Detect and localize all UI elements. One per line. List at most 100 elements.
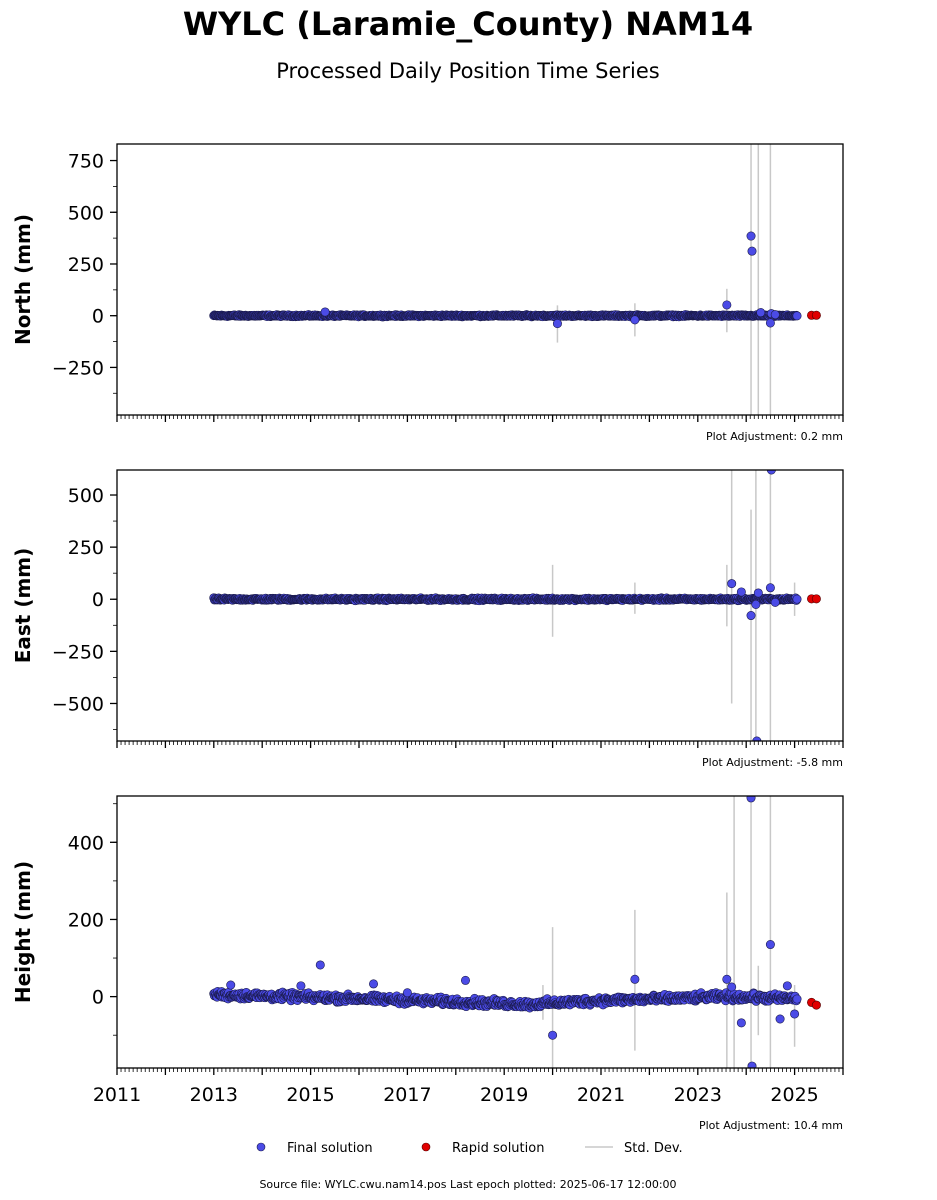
y-tick-label: 0	[92, 987, 104, 1009]
axes-frame	[116, 469, 844, 742]
final-point	[746, 231, 756, 241]
final-point	[747, 246, 757, 256]
final-point	[792, 994, 802, 1004]
x-axis	[116, 741, 844, 748]
rapid-point	[811, 1000, 821, 1010]
legend-final-label: Final solution	[287, 1141, 373, 1156]
final-point	[747, 1061, 757, 1068]
y-axis: −500 −250 0 250 500	[52, 485, 117, 730]
final-point	[460, 975, 470, 985]
x-tick-label: 2017	[383, 1084, 431, 1106]
final-point	[630, 974, 640, 984]
final-point	[753, 588, 763, 598]
final-solution-band	[209, 310, 802, 322]
final-series	[320, 231, 780, 329]
final-point	[765, 318, 775, 328]
rapid-point	[811, 594, 821, 604]
final-point	[770, 310, 780, 320]
y-tick-label: 0	[92, 589, 104, 611]
x-tick-label: 2013	[190, 1084, 238, 1106]
final-series	[226, 796, 800, 1068]
final-point	[296, 981, 306, 991]
final-point	[722, 300, 732, 310]
y-tick-label: 250	[68, 537, 104, 559]
legend: Final solution Rapid solution Std. Dev.	[256, 1141, 683, 1156]
x-tick-label: 2021	[577, 1084, 625, 1106]
plot-adjustment-label: Plot Adjustment: 10.4 mm	[699, 1119, 843, 1132]
source-footer: Source file: WYLC.cwu.nam14.pos Last epo…	[259, 1178, 676, 1191]
final-point	[727, 579, 737, 589]
rapid-series	[807, 594, 821, 604]
height-panel: 2011 2013 2015 2017 2019 2021 2023 2025 0 200 400 H…	[11, 795, 844, 1132]
y-tick-label: 200	[68, 909, 104, 931]
x-axis	[116, 415, 844, 422]
final-point	[722, 974, 732, 984]
final-solution-band	[209, 593, 802, 606]
final-point	[775, 1014, 785, 1024]
y-axis: −250 0 250 500 750	[52, 151, 117, 394]
axes-frame	[116, 143, 844, 416]
figure-title: WYLC (Laramie_County) NAM14	[183, 5, 753, 43]
final-point	[790, 1009, 800, 1019]
plot-area	[209, 144, 821, 415]
final-point	[320, 307, 330, 317]
final-point	[770, 597, 780, 607]
rapid-series	[807, 310, 821, 320]
y-tick-label: 0	[92, 306, 104, 328]
final-point	[226, 980, 236, 990]
legend-stddev-label: Std. Dev.	[624, 1141, 683, 1156]
final-point	[765, 583, 775, 593]
final-point	[736, 587, 746, 597]
final-point	[746, 796, 756, 803]
y-tick-label: 250	[68, 254, 104, 276]
x-tick-label: 2023	[674, 1084, 722, 1106]
plot-area	[209, 470, 821, 741]
final-point	[756, 308, 766, 318]
final-solution-band	[209, 987, 802, 1013]
legend-rapid-label: Rapid solution	[452, 1141, 544, 1156]
final-point	[792, 311, 802, 321]
final-point	[746, 611, 756, 621]
y-axis-label: North (mm)	[11, 214, 35, 345]
legend-final-marker	[256, 1142, 266, 1152]
y-tick-label: 500	[68, 202, 104, 224]
east-panel: −500 −250 0 250 500 East (mm) Plot Adjustment:…	[11, 469, 844, 769]
y-tick-label: 400	[68, 832, 104, 854]
final-point	[315, 960, 325, 970]
final-series	[727, 470, 780, 741]
x-tick-label: 2025	[770, 1084, 818, 1106]
final-point	[792, 594, 802, 604]
final-point	[782, 981, 792, 991]
y-axis-label: East (mm)	[11, 548, 35, 664]
final-point	[751, 599, 761, 609]
final-point	[766, 470, 776, 475]
final-point	[727, 982, 737, 992]
y-axis: 0 200 400	[68, 803, 117, 1036]
final-point	[765, 940, 775, 950]
rapid-point	[811, 310, 821, 320]
plot-area	[209, 796, 821, 1068]
y-tick-label: 750	[68, 151, 104, 173]
legend-rapid-marker	[421, 1142, 431, 1152]
x-axis: 2011 2013 2015 2017 2019 2021 2023 2025	[93, 1068, 844, 1106]
final-point	[630, 315, 640, 325]
y-tick-label: 500	[68, 485, 104, 507]
final-point	[552, 319, 562, 329]
figure-subtitle: Processed Daily Position Time Series	[276, 59, 660, 83]
x-tick-label: 2019	[480, 1084, 528, 1106]
y-tick-label: −500	[52, 693, 104, 715]
north-panel: −250 0 250 500 750 North (mm) Plot Adjustment:…	[11, 143, 844, 443]
plot-adjustment-label: Plot Adjustment: -5.8 mm	[702, 756, 843, 769]
x-tick-label: 2015	[286, 1084, 334, 1106]
y-tick-label: −250	[52, 357, 104, 379]
rapid-series	[807, 997, 821, 1010]
x-tick-label: 2011	[93, 1084, 141, 1106]
final-point	[369, 979, 379, 989]
final-point	[402, 988, 412, 998]
y-axis-label: Height (mm)	[11, 861, 35, 1003]
final-point	[736, 1018, 746, 1028]
plot-adjustment-label: Plot Adjustment: 0.2 mm	[706, 430, 843, 443]
final-point	[548, 1030, 558, 1040]
y-tick-label: −250	[52, 641, 104, 663]
